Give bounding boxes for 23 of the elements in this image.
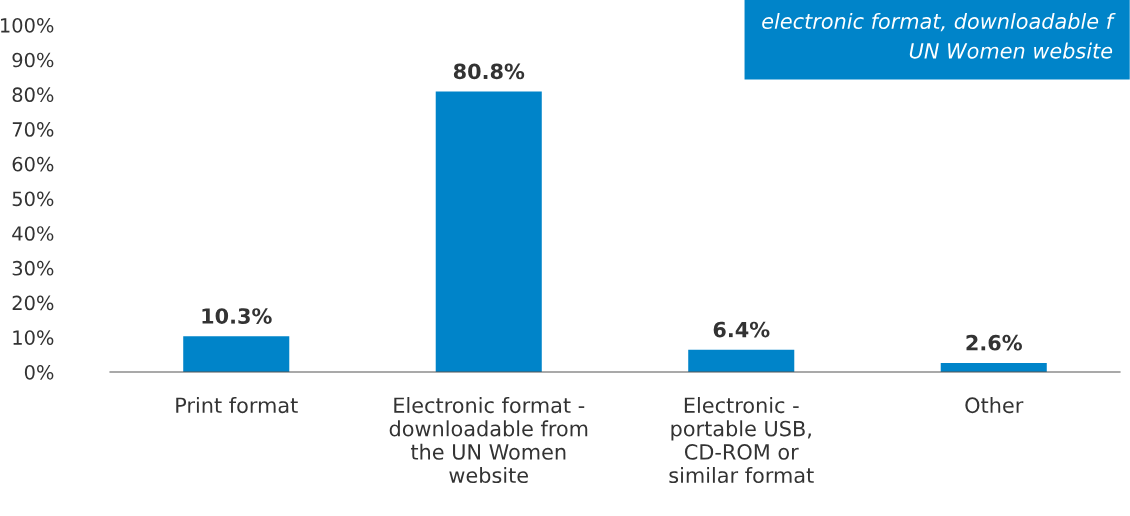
data-label: 80.8% (453, 63, 525, 80)
x-tick-label: Electronic format - downloadable from the UN Women website (389, 397, 588, 484)
y-tick-label: 0% (24, 364, 54, 380)
x-tick-label: Print format (176, 397, 298, 414)
x-tick-label: Other (965, 397, 1024, 414)
data-label: 10.3% (202, 308, 272, 324)
y-tick-label: 70% (12, 122, 54, 137)
y-tick-label: 60% (12, 156, 54, 172)
bar (435, 91, 542, 372)
bar (183, 336, 290, 372)
bar (688, 349, 795, 372)
y-tick-label: 30% (12, 260, 54, 276)
y-tick-label: 10% (13, 330, 54, 345)
y-tick-label: 100% (0, 17, 54, 33)
y-tick-label: 40% (12, 226, 54, 241)
y-tick-label: 20% (12, 295, 54, 311)
data-label: 6.4% (713, 321, 770, 338)
data-label: 2.6% (966, 334, 1022, 351)
x-tick-label: Electronic - portable USB, CD-ROM or similar format (669, 397, 814, 484)
y-tick-label: 90% (12, 52, 54, 68)
annotation: electronic format, downloadable f UN Women website (762, 12, 1116, 59)
y-tick-label: 80% (12, 87, 54, 103)
y-tick-label: 50% (12, 191, 54, 207)
